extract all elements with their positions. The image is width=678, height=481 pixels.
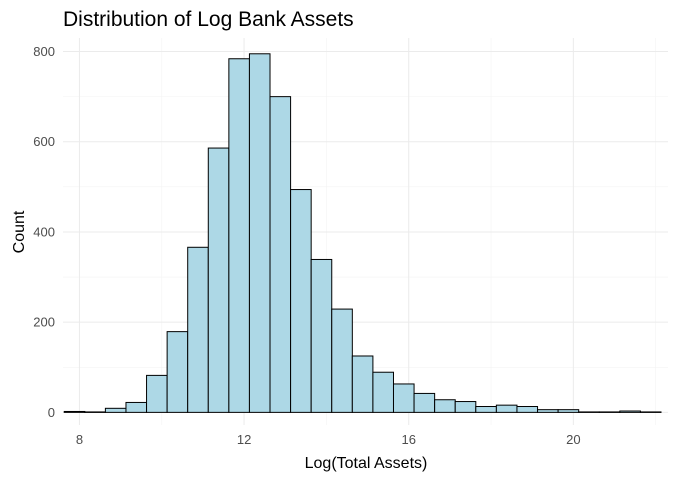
histogram-bar [516, 406, 539, 413]
histogram-bar [63, 410, 86, 413]
histogram-bar [454, 401, 477, 413]
histogram-bar [392, 383, 415, 413]
histogram-bar [84, 411, 106, 413]
histogram-bar [207, 147, 230, 413]
y-tick-label: 400 [33, 224, 55, 239]
histogram-bar [310, 258, 333, 413]
histogram-bar [578, 411, 600, 413]
histogram-bar [248, 53, 271, 413]
x-axis-title: Log(Total Assets) [305, 455, 428, 472]
histogram-bar [146, 374, 168, 413]
x-tick-label: 16 [401, 432, 415, 447]
histogram-bar [228, 58, 250, 413]
bars [63, 53, 662, 413]
histogram-bar [475, 406, 497, 413]
histogram-bar [331, 308, 353, 413]
histogram-bar [619, 410, 641, 413]
chart-title: Distribution of Log Bank Assets [63, 8, 354, 31]
x-tick-label: 8 [76, 432, 83, 447]
y-tick-label: 800 [33, 44, 55, 59]
y-tick-label: 600 [33, 134, 55, 149]
histogram-bar [104, 407, 127, 413]
histogram-bar [125, 401, 148, 413]
x-tick-label: 20 [566, 432, 580, 447]
histogram-bar [413, 392, 436, 413]
histogram-bar [598, 411, 621, 413]
histogram-bar [537, 409, 559, 413]
x-tick-label: 12 [237, 432, 251, 447]
histogram-bar [269, 96, 292, 413]
y-axis-ticks: 0 200 400 600 800 [33, 44, 55, 420]
histogram-bar [187, 246, 209, 413]
histogram-bar [290, 189, 312, 413]
y-tick-label: 0 [48, 405, 55, 420]
histogram-bar [351, 355, 374, 413]
y-tick-label: 200 [33, 315, 55, 330]
histogram-bar [166, 331, 189, 413]
histogram-bar [639, 411, 662, 413]
histogram-bar [557, 409, 580, 413]
x-axis-ticks: 8 12 16 20 [76, 432, 581, 447]
histogram-bar [434, 399, 456, 413]
y-axis-title: Count [11, 210, 28, 253]
histogram-bar [495, 404, 518, 413]
histogram-bar [372, 371, 394, 413]
